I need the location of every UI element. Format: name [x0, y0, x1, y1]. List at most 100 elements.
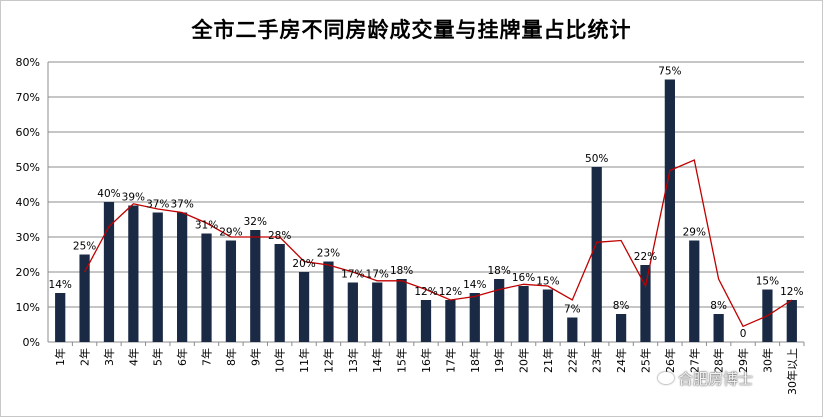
data-label: 18% — [390, 265, 413, 277]
bar — [640, 265, 651, 342]
x-tick-label: 22年 — [565, 348, 579, 373]
y-tick-label: 40% — [16, 196, 40, 209]
x-tick-label: 8年 — [224, 348, 238, 366]
data-label: 0 — [740, 328, 747, 340]
bar — [689, 240, 700, 342]
bar — [55, 293, 66, 342]
bar — [664, 79, 675, 342]
data-label: 17% — [366, 269, 389, 281]
x-tick-label: 17年 — [443, 348, 457, 373]
bar — [298, 272, 310, 342]
data-label: 37% — [146, 199, 169, 211]
data-label: 23% — [317, 248, 340, 260]
data-label: 20% — [292, 258, 315, 270]
line-series — [84, 159, 793, 328]
y-tick-label: 10% — [16, 301, 40, 314]
data-label: 31% — [195, 220, 218, 232]
data-label: 17% — [341, 269, 364, 281]
data-label: 18% — [487, 265, 510, 277]
bar — [250, 230, 261, 342]
bar — [347, 282, 358, 342]
bar — [542, 289, 554, 342]
bar — [469, 293, 480, 342]
y-tick-label: 70% — [16, 91, 40, 104]
data-label: 37% — [170, 199, 193, 211]
data-label: 39% — [122, 192, 145, 204]
bar — [567, 317, 578, 342]
data-label: 28% — [268, 230, 291, 242]
data-label: 12% — [780, 286, 803, 298]
y-tick-label: 80% — [16, 56, 40, 69]
data-label: 16% — [512, 272, 535, 284]
x-tick-label: 30年以上 — [785, 348, 799, 395]
data-label: 29% — [219, 227, 242, 239]
y-tick-label: 20% — [16, 266, 40, 279]
bar — [201, 233, 212, 342]
x-tick-label: 18年 — [468, 348, 482, 373]
bar — [615, 314, 627, 342]
data-label: 40% — [97, 188, 120, 200]
bar — [372, 282, 383, 342]
x-tick-label: 1年 — [53, 348, 67, 366]
y-tick-label: 50% — [16, 161, 40, 174]
x-tick-label: 15年 — [395, 348, 409, 373]
data-label: 8% — [710, 300, 727, 312]
bar — [225, 240, 237, 342]
bar — [713, 314, 724, 342]
x-tick-label: 14年 — [370, 348, 384, 373]
y-tick-label: 30% — [16, 231, 40, 244]
bar — [445, 300, 456, 342]
data-label: 15% — [536, 276, 559, 288]
y-tick-label: 0% — [23, 336, 40, 349]
data-label: 14% — [463, 279, 486, 291]
x-tick-label: 7年 — [200, 348, 214, 366]
x-tick-label: 23年 — [590, 348, 604, 373]
bar — [786, 300, 797, 342]
data-label: 29% — [683, 227, 706, 239]
x-tick-label: 19年 — [492, 348, 506, 373]
data-label: 12% — [414, 286, 437, 298]
bar — [323, 261, 334, 342]
x-tick-label: 2年 — [78, 348, 92, 366]
data-label: 8% — [613, 300, 630, 312]
bar — [420, 300, 432, 342]
x-tick-label: 13年 — [346, 348, 360, 373]
bar — [591, 167, 602, 342]
y-tick-label: 60% — [16, 126, 40, 139]
bar — [128, 205, 139, 342]
x-tick-label: 25年 — [638, 348, 652, 373]
bar — [152, 212, 163, 342]
data-label: 15% — [756, 276, 779, 288]
bar — [177, 212, 188, 342]
bar — [274, 244, 285, 342]
data-label: 75% — [658, 66, 681, 78]
x-tick-label: 6年 — [175, 348, 189, 366]
x-tick-label: 11年 — [297, 348, 311, 373]
bar — [103, 202, 115, 342]
x-tick-label: 9年 — [248, 348, 262, 366]
x-tick-label: 12年 — [321, 348, 335, 373]
x-tick-label: 10年 — [273, 348, 287, 373]
x-tick-label: 5年 — [151, 348, 165, 366]
x-tick-label: 21年 — [541, 348, 555, 373]
bar — [396, 279, 407, 342]
data-label: 22% — [634, 251, 657, 263]
x-tick-label: 28年 — [712, 348, 726, 373]
data-label: 7% — [564, 304, 581, 316]
x-tick-label: 30年 — [760, 348, 774, 373]
x-tick-label: 27年 — [687, 348, 701, 373]
chart-title: 全市二手房不同房龄成交量与挂牌量占比统计 — [191, 18, 632, 42]
watermark: 合肥房博士 — [678, 370, 754, 388]
bar — [79, 254, 90, 342]
data-label: 32% — [244, 216, 267, 228]
data-label: 25% — [73, 241, 96, 253]
x-tick-label: 26年 — [663, 348, 677, 373]
x-tick-label: 4年 — [126, 348, 140, 366]
x-tick-label: 20年 — [517, 348, 531, 373]
x-tick-label: 16年 — [419, 348, 433, 373]
bar — [494, 279, 505, 342]
data-label: 12% — [439, 286, 462, 298]
bar — [518, 286, 529, 342]
x-tick-label: 3年 — [102, 348, 116, 366]
